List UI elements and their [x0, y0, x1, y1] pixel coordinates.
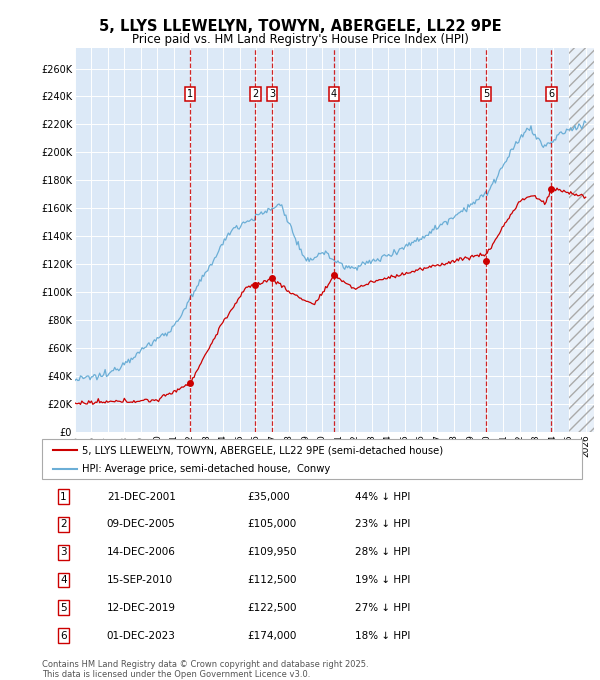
Text: 4: 4 [331, 88, 337, 99]
Text: 01-DEC-2023: 01-DEC-2023 [107, 630, 176, 641]
Text: 12-DEC-2019: 12-DEC-2019 [107, 602, 176, 613]
Text: 18% ↓ HPI: 18% ↓ HPI [355, 630, 410, 641]
Text: 21-DEC-2001: 21-DEC-2001 [107, 492, 176, 502]
Text: 2: 2 [252, 88, 259, 99]
Bar [569, 48, 594, 432]
Text: 27% ↓ HPI: 27% ↓ HPI [355, 602, 410, 613]
Text: 19% ↓ HPI: 19% ↓ HPI [355, 575, 410, 585]
Text: 5, LLYS LLEWELYN, TOWYN, ABERGELE, LL22 9PE: 5, LLYS LLEWELYN, TOWYN, ABERGELE, LL22 … [98, 19, 502, 34]
Text: 15-SEP-2010: 15-SEP-2010 [107, 575, 173, 585]
Text: £105,000: £105,000 [247, 520, 296, 530]
Text: HPI: Average price, semi-detached house,  Conwy: HPI: Average price, semi-detached house,… [83, 464, 331, 474]
Text: 23% ↓ HPI: 23% ↓ HPI [355, 520, 410, 530]
Text: 1: 1 [60, 492, 67, 502]
Text: 28% ↓ HPI: 28% ↓ HPI [355, 547, 410, 557]
Text: 5: 5 [483, 88, 489, 99]
Text: £122,500: £122,500 [247, 602, 296, 613]
Text: 3: 3 [269, 88, 275, 99]
Text: 1: 1 [187, 88, 193, 99]
Text: £109,950: £109,950 [247, 547, 296, 557]
Text: 4: 4 [60, 575, 67, 585]
Bar [569, 48, 594, 432]
Text: 44% ↓ HPI: 44% ↓ HPI [355, 492, 410, 502]
FancyBboxPatch shape [42, 439, 582, 479]
Text: Price paid vs. HM Land Registry's House Price Index (HPI): Price paid vs. HM Land Registry's House … [131, 33, 469, 46]
Text: £112,500: £112,500 [247, 575, 296, 585]
Text: 5, LLYS LLEWELYN, TOWYN, ABERGELE, LL22 9PE (semi-detached house): 5, LLYS LLEWELYN, TOWYN, ABERGELE, LL22 … [83, 445, 443, 455]
Text: 3: 3 [60, 547, 67, 557]
Text: Contains HM Land Registry data © Crown copyright and database right 2025.
This d: Contains HM Land Registry data © Crown c… [42, 660, 368, 679]
Text: 14-DEC-2006: 14-DEC-2006 [107, 547, 176, 557]
Text: 09-DEC-2005: 09-DEC-2005 [107, 520, 176, 530]
Text: 6: 6 [548, 88, 554, 99]
Text: 5: 5 [60, 602, 67, 613]
Text: 2: 2 [60, 520, 67, 530]
Text: £174,000: £174,000 [247, 630, 296, 641]
Text: £35,000: £35,000 [247, 492, 290, 502]
Text: 6: 6 [60, 630, 67, 641]
